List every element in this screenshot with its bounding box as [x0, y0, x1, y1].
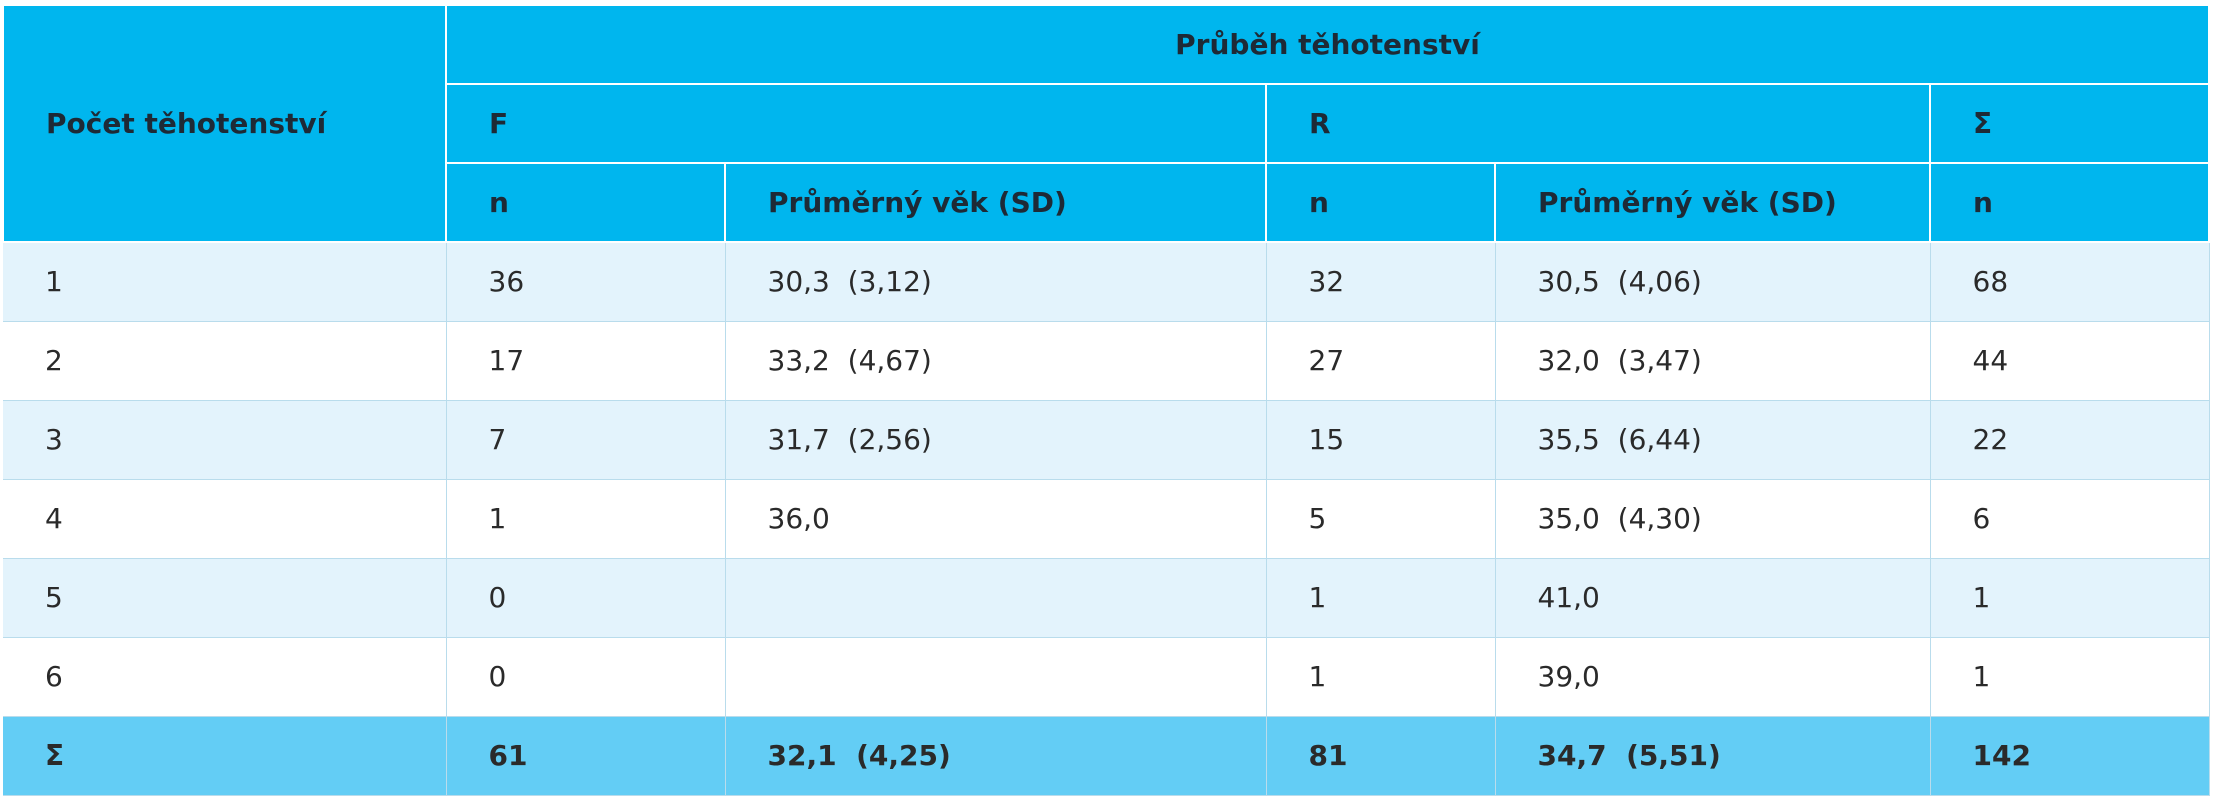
table-cell: 44 [1930, 321, 2210, 401]
table-cell [725, 637, 1267, 717]
table-cell: 4 [3, 479, 447, 559]
table-cell: 7 [446, 400, 726, 480]
table-cell: 1 [1266, 637, 1496, 717]
sub-header: Průměrný věk (SD) [1494, 162, 1931, 243]
table-cell: 17 [446, 321, 726, 401]
table-cell: 35,0 (4,30) [1495, 479, 1931, 559]
sub-header: n [1928, 162, 2211, 243]
total-cell: 32,1 (4,25) [725, 716, 1267, 796]
table-cell: 0 [446, 637, 726, 717]
table-cell: 68 [1930, 242, 2210, 322]
table-cell: 35,5 (6,44) [1495, 400, 1931, 480]
table-cell: 1 [3, 242, 447, 322]
table-cell: 3 [3, 400, 447, 480]
table-cell: 5 [3, 558, 447, 638]
table-cell: 1 [1930, 558, 2210, 638]
table-cell: 22 [1930, 400, 2210, 480]
total-cell: 81 [1266, 716, 1496, 796]
table-row: 4 1 36,0 5 35,0 (4,30) 6 [3, 479, 2210, 559]
table-row: 3 7 31,7 (2,56) 15 35,5 (6,44) 22 [3, 400, 2210, 480]
table-cell: 32 [1266, 242, 1496, 322]
group-header: Σ [1928, 83, 2211, 164]
group-header: F [445, 83, 1267, 164]
table-cell: 1 [1266, 558, 1496, 638]
table-cell: 15 [1266, 400, 1496, 480]
table-cell: 39,0 [1495, 637, 1931, 717]
table-row: 1 36 30,3 (3,12) 32 30,5 (4,06) 68 [3, 242, 2210, 322]
table-title: Průběh těhotenství [444, 4, 2211, 85]
table-cell: 30,5 (4,06) [1495, 242, 1931, 322]
total-row: Σ 61 32,1 (4,25) 81 34,7 (5,51) 142 [3, 716, 2210, 796]
table-cell: 1 [1930, 637, 2210, 717]
table-row: 6 0 1 39,0 1 [3, 637, 2210, 717]
table-cell: 6 [1930, 479, 2210, 559]
sub-header: n [445, 162, 726, 243]
sub-header: n [1265, 162, 1496, 243]
total-cell: 34,7 (5,51) [1495, 716, 1931, 796]
table-cell: 2 [3, 321, 447, 401]
table-cell: 1 [446, 479, 726, 559]
table-cell: 0 [446, 558, 726, 638]
table-cell: 31,7 (2,56) [725, 400, 1267, 480]
table-cell: 32,0 (3,47) [1495, 321, 1931, 401]
table-cell: 36,0 [725, 479, 1267, 559]
table-cell: 41,0 [1495, 558, 1931, 638]
total-cell: 142 [1930, 716, 2210, 796]
row-header: Počet těhotenství [2, 4, 447, 243]
total-cell: Σ [3, 716, 447, 796]
table-cell: 5 [1266, 479, 1496, 559]
table-cell: 33,2 (4,67) [725, 321, 1267, 401]
table-cell: 6 [3, 637, 447, 717]
table-cell [725, 558, 1267, 638]
data-table: Počet těhotenství Průběh těhotenství F R… [2, 4, 2211, 796]
table-cell: 27 [1266, 321, 1496, 401]
total-cell: 61 [446, 716, 726, 796]
table-cell: 30,3 (3,12) [725, 242, 1267, 322]
group-header: R [1265, 83, 1931, 164]
table-cell: 36 [446, 242, 726, 322]
sub-header: Průměrný věk (SD) [724, 162, 1267, 243]
table-row: 2 17 33,2 (4,67) 27 32,0 (3,47) 44 [3, 321, 2210, 401]
table-row: 5 0 1 41,0 1 [3, 558, 2210, 638]
